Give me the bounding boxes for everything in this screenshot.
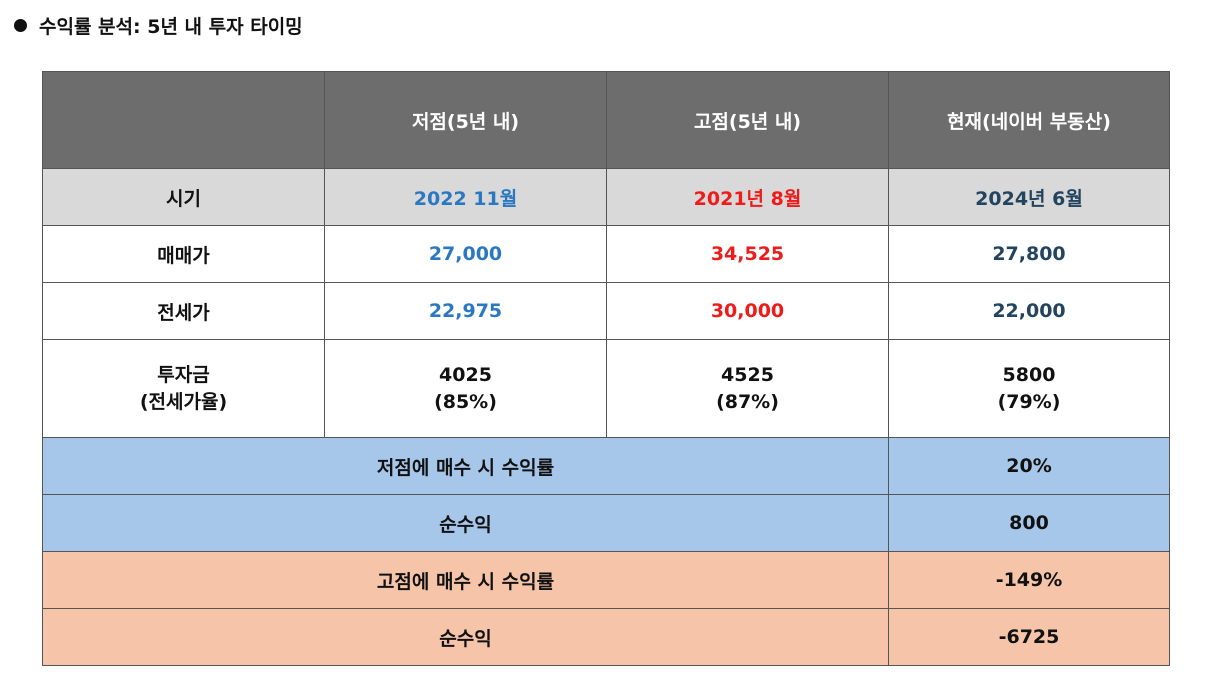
summary-value-high-profit: -6725 (888, 608, 1170, 666)
summary-row: 순수익 800 (42, 494, 1170, 552)
header-low: 저점(5년 내) (324, 71, 607, 169)
row-label-investment: 투자금 (전세가율) (42, 339, 325, 438)
section-heading: 수익률 분석: 5년 내 투자 타이밍 (14, 10, 303, 40)
table-header-row: 저점(5년 내) 고점(5년 내) 현재(네이버 부동산) (42, 71, 1170, 169)
investment-analysis-table: 저점(5년 내) 고점(5년 내) 현재(네이버 부동산) 시기 2022 11… (42, 71, 1170, 666)
sale-price-high: 34,525 (606, 225, 889, 283)
summary-label-low-return: 저점에 매수 시 수익률 (42, 437, 889, 495)
header-high: 고점(5년 내) (606, 71, 889, 169)
investment-low-ratio: (85%) (434, 390, 497, 413)
header-empty-cell (42, 71, 325, 169)
investment-low: 4025 (85%) (324, 339, 607, 438)
investment-label-line1: 투자금 (157, 363, 210, 386)
investment-high-ratio: (87%) (716, 390, 779, 413)
summary-row: 저점에 매수 시 수익률 20% (42, 437, 1170, 495)
investment-now: 5800 (79%) (888, 339, 1170, 438)
period-low: 2022 11월 (324, 168, 607, 226)
period-now: 2024년 6월 (888, 168, 1170, 226)
summary-value-high-return: -149% (888, 551, 1170, 609)
jeonse-price-low: 22,975 (324, 282, 607, 340)
section-title: 수익률 분석: 5년 내 투자 타이밍 (39, 15, 303, 38)
header-now: 현재(네이버 부동산) (888, 71, 1170, 169)
row-label-sale-price: 매매가 (42, 225, 325, 283)
period-high: 2021년 8월 (606, 168, 889, 226)
row-label-period: 시기 (42, 168, 325, 226)
row-label-jeonse-price: 전세가 (42, 282, 325, 340)
table-row: 전세가 22,975 30,000 22,000 (42, 282, 1170, 340)
table-row: 매매가 27,000 34,525 27,800 (42, 225, 1170, 283)
investment-low-amount: 4025 (439, 363, 492, 386)
summary-label-high-profit: 순수익 (42, 608, 889, 666)
summary-value-low-return: 20% (888, 437, 1170, 495)
investment-label-line2: (전세가율) (139, 390, 228, 413)
investment-now-amount: 5800 (1002, 363, 1056, 386)
summary-row: 순수익 -6725 (42, 608, 1170, 666)
sale-price-now: 27,800 (888, 225, 1170, 283)
summary-row: 고점에 매수 시 수익률 -149% (42, 551, 1170, 609)
table-row: 투자금 (전세가율) 4025 (85%) 4525 (87%) 5800 (7… (42, 339, 1170, 438)
investment-high-amount: 4525 (721, 363, 774, 386)
bullet-icon (14, 18, 27, 32)
investment-now-ratio: (79%) (997, 390, 1061, 413)
sale-price-low: 27,000 (324, 225, 607, 283)
jeonse-price-high: 30,000 (606, 282, 889, 340)
table-row: 시기 2022 11월 2021년 8월 2024년 6월 (42, 168, 1170, 226)
summary-value-low-profit: 800 (888, 494, 1170, 552)
summary-label-low-profit: 순수익 (42, 494, 889, 552)
jeonse-price-now: 22,000 (888, 282, 1170, 340)
summary-label-high-return: 고점에 매수 시 수익률 (42, 551, 889, 609)
investment-high: 4525 (87%) (606, 339, 889, 438)
